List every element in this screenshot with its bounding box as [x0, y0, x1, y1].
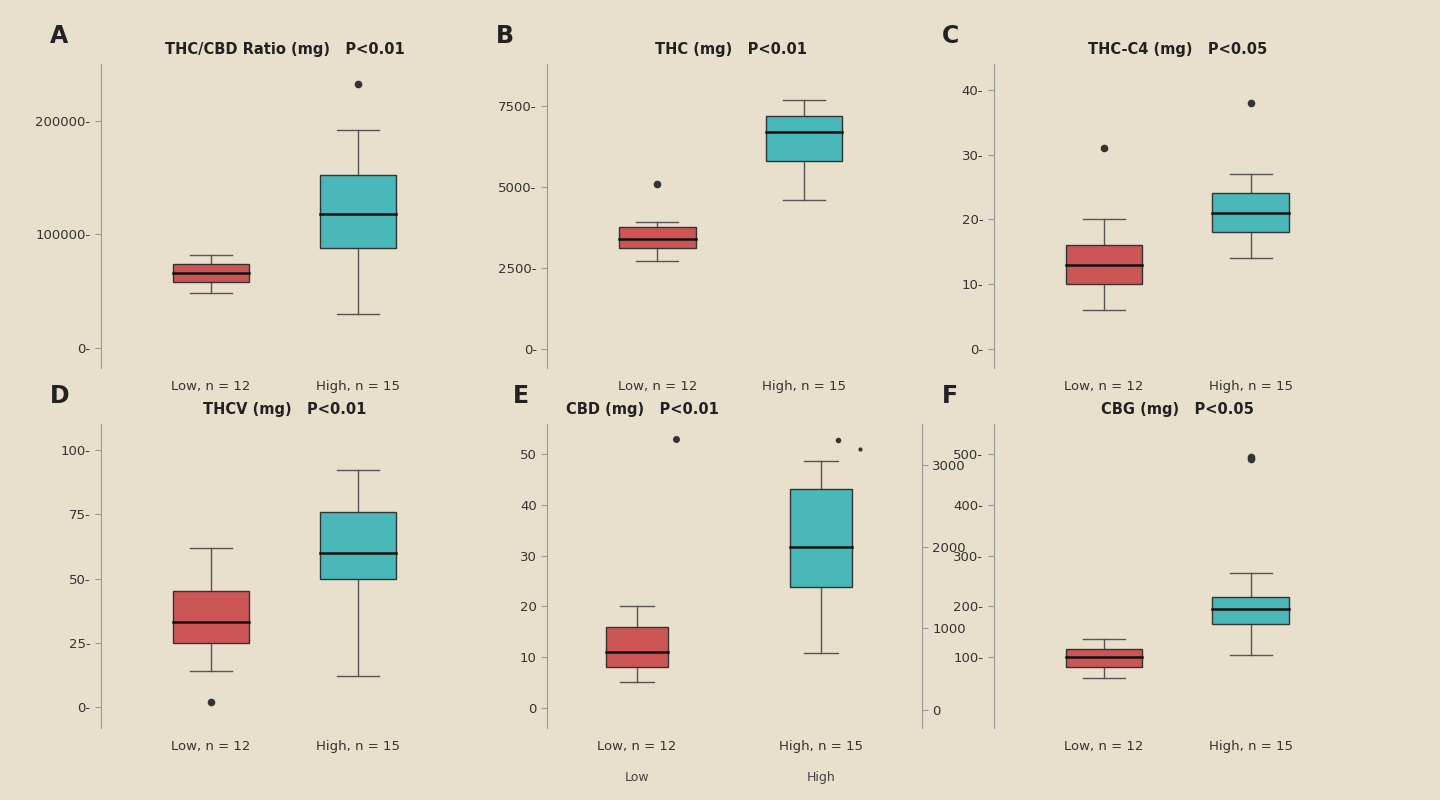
Bar	[766, 116, 842, 161]
Bar	[320, 175, 396, 248]
Text: High, n = 15: High, n = 15	[1208, 740, 1293, 753]
Title: THC (mg)   P<0.01: THC (mg) P<0.01	[655, 42, 806, 58]
Bar	[606, 626, 668, 667]
Bar	[619, 227, 696, 248]
Text: Low, n = 12: Low, n = 12	[598, 740, 677, 753]
Text: B: B	[495, 25, 514, 49]
Text: High, n = 15: High, n = 15	[1208, 380, 1293, 393]
Text: High, n = 15: High, n = 15	[315, 740, 400, 753]
Text: F: F	[942, 385, 958, 409]
Text: Low, n = 12: Low, n = 12	[171, 380, 251, 393]
Title: THC-C4 (mg)   P<0.05: THC-C4 (mg) P<0.05	[1087, 42, 1267, 58]
Text: Low: Low	[625, 770, 649, 783]
Bar	[789, 490, 851, 587]
Text: Low, n = 12: Low, n = 12	[1064, 740, 1143, 753]
Bar	[173, 264, 249, 282]
Text: D: D	[49, 385, 69, 409]
Bar	[1212, 194, 1289, 232]
Text: A: A	[49, 25, 68, 49]
Text: High, n = 15: High, n = 15	[779, 740, 863, 753]
Text: Low, n = 12: Low, n = 12	[618, 380, 697, 393]
Text: Low, n = 12: Low, n = 12	[1064, 380, 1143, 393]
Title: THCV (mg)   P<0.01: THCV (mg) P<0.01	[203, 402, 366, 418]
Text: Low, n = 12: Low, n = 12	[171, 740, 251, 753]
Bar	[1066, 650, 1142, 667]
Title: THC/CBD Ratio (mg)   P<0.01: THC/CBD Ratio (mg) P<0.01	[164, 42, 405, 58]
Bar	[1066, 245, 1142, 284]
Bar	[1212, 598, 1289, 624]
Text: High: High	[806, 770, 835, 783]
Text: E: E	[513, 385, 528, 409]
Text: High, n = 15: High, n = 15	[315, 380, 400, 393]
Bar	[320, 511, 396, 578]
Text: C: C	[942, 25, 959, 49]
Text: High, n = 15: High, n = 15	[762, 380, 847, 393]
Title: CBD (mg)   P<0.01: CBD (mg) P<0.01	[566, 402, 719, 418]
Title: CBG (mg)   P<0.05: CBG (mg) P<0.05	[1100, 402, 1254, 418]
Bar	[173, 591, 249, 643]
